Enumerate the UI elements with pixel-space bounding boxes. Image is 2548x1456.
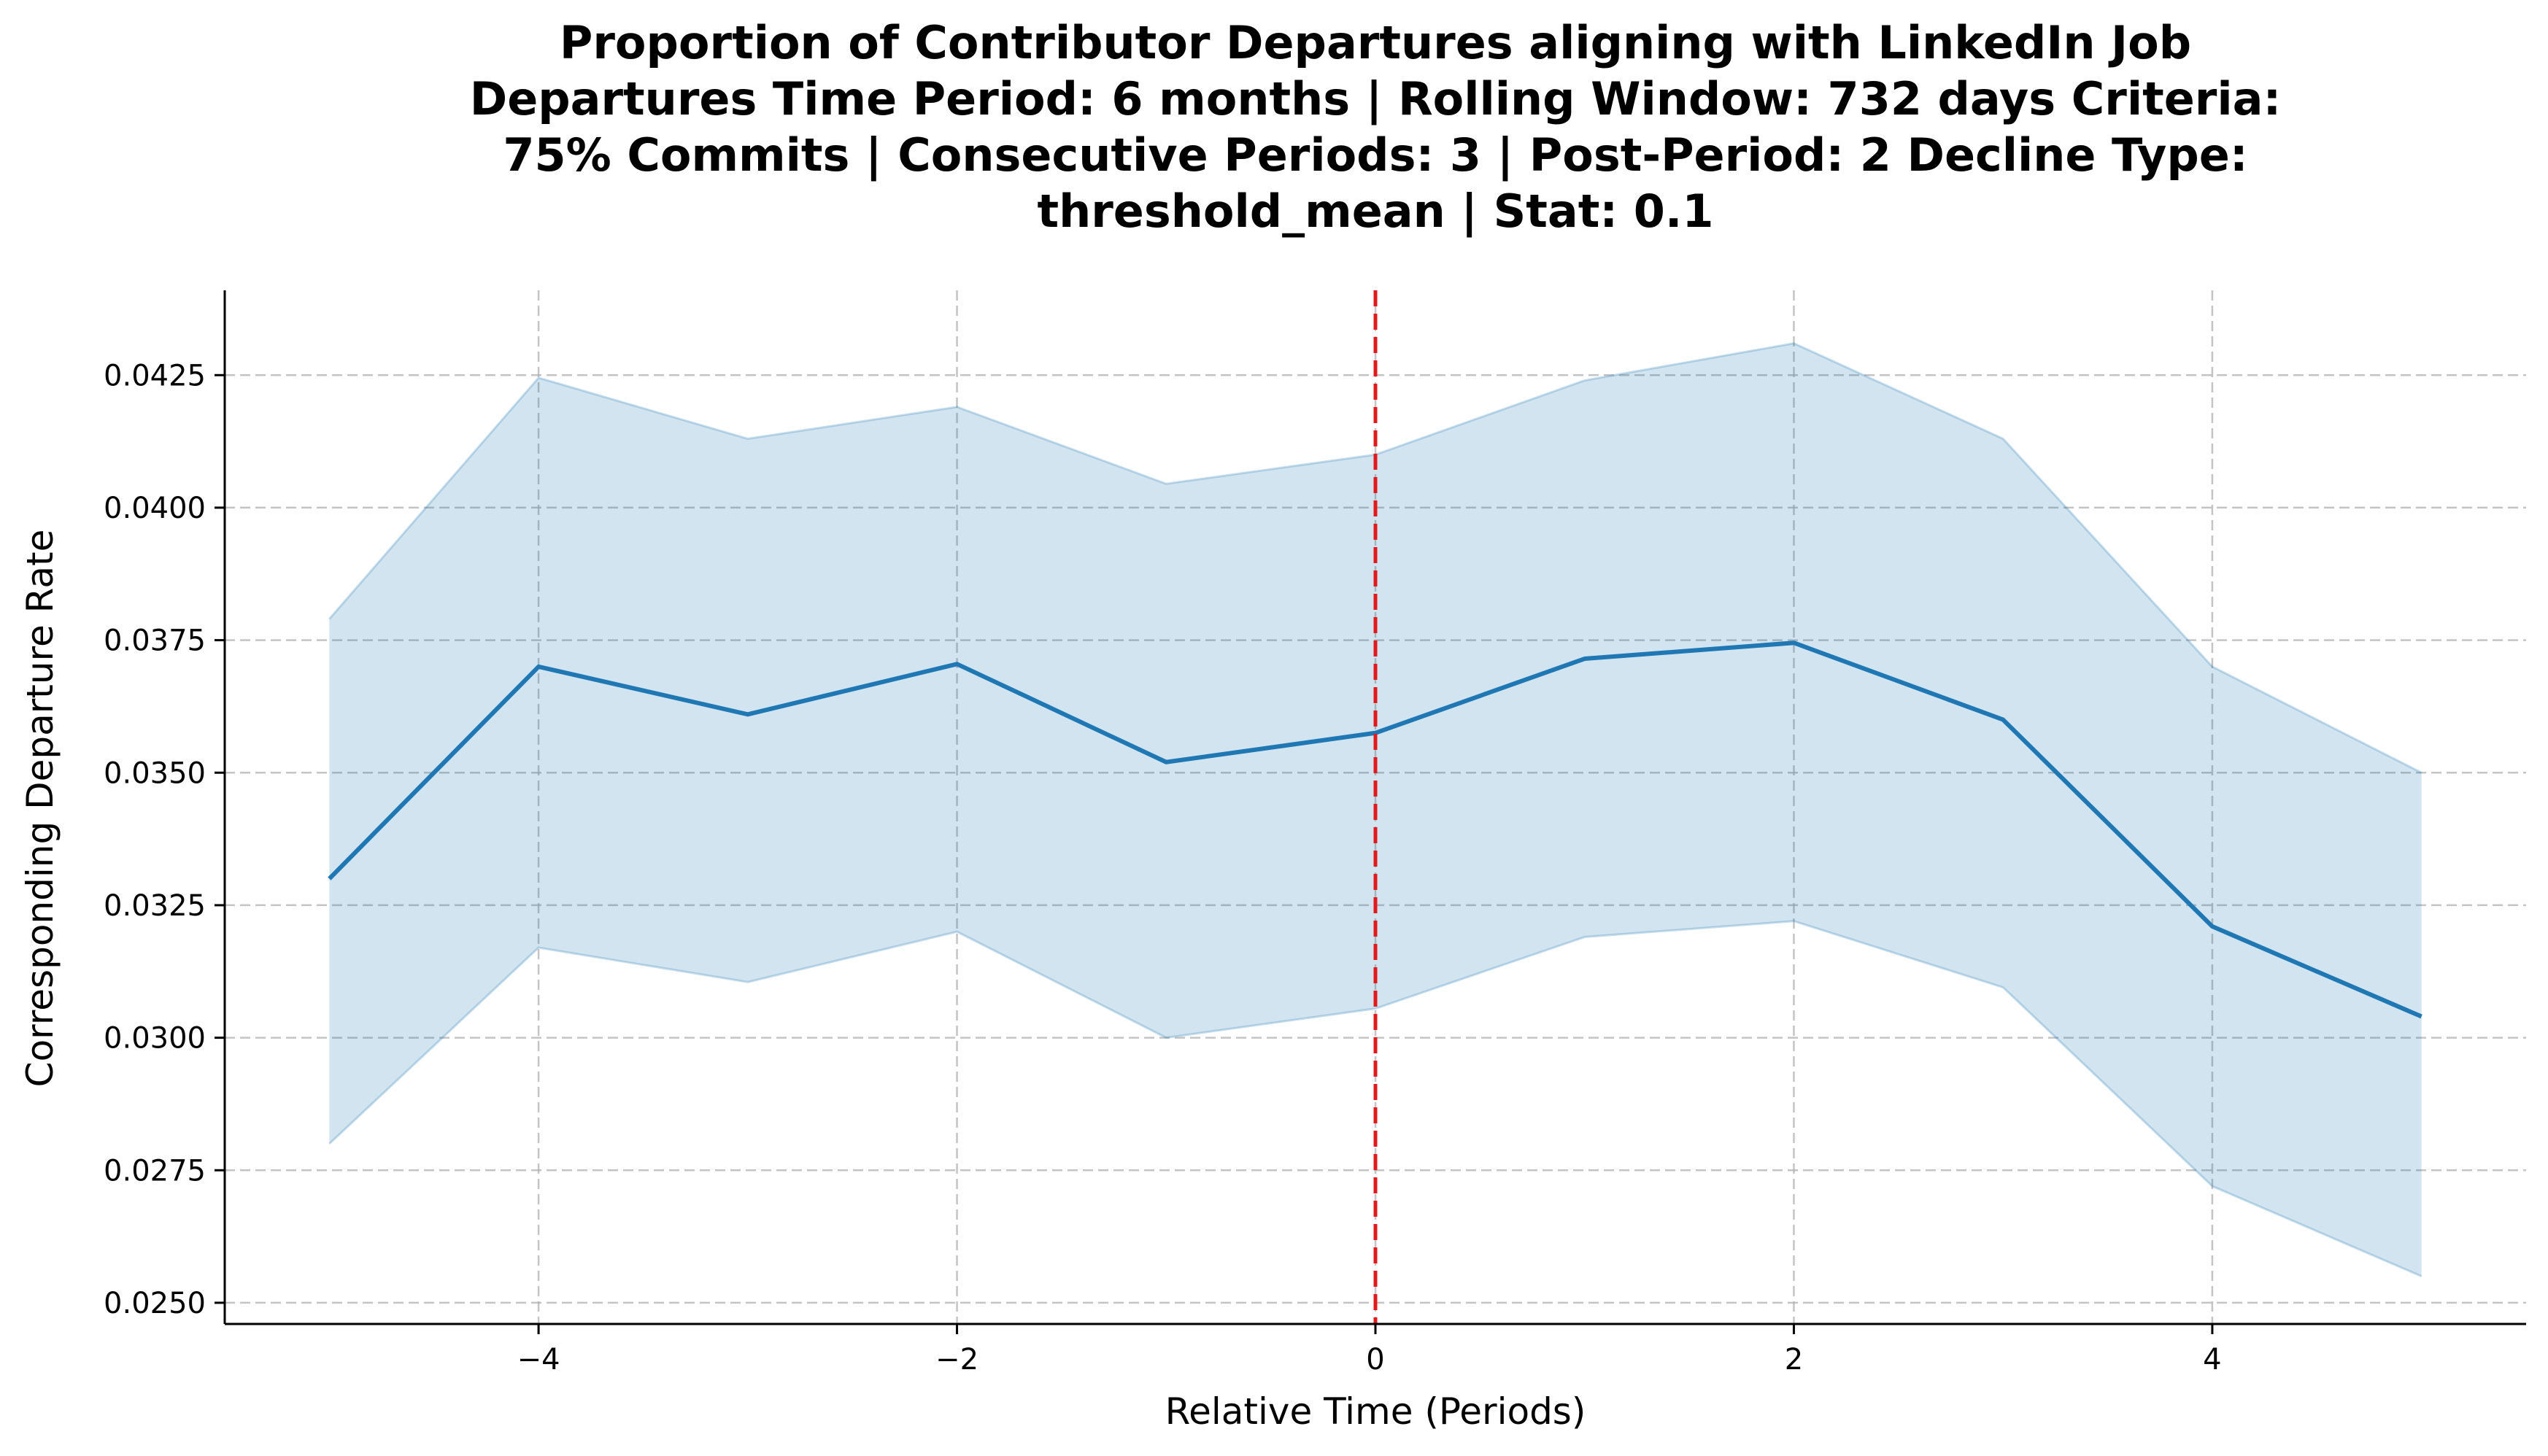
chart-title: Proportion of Contributor Departures ali… bbox=[470, 16, 2282, 239]
x-tick-label-4: 4 bbox=[2203, 1343, 2221, 1376]
x-tick-label-0: −4 bbox=[517, 1343, 560, 1376]
x-tick-label-2: 0 bbox=[1366, 1343, 1384, 1376]
x-tick-label-1: −2 bbox=[935, 1343, 978, 1376]
x-ticks: −4 −2 0 2 4 bbox=[517, 1324, 2222, 1376]
title-line-1: Proportion of Contributor Departures ali… bbox=[560, 16, 2191, 69]
title-line-3: 75% Commits | Consecutive Periods: 3 | P… bbox=[503, 128, 2247, 182]
y-tick-label-6: 0.0400 bbox=[104, 492, 206, 525]
y-ticks: 0.0250 0.0275 0.0300 0.0325 0.0350 0.0375 0.04… bbox=[104, 359, 225, 1320]
title-line-2: Departures Time Period: 6 months | Rolli… bbox=[470, 72, 2282, 126]
y-tick-label-5: 0.0375 bbox=[104, 624, 206, 658]
x-tick-label-3: 2 bbox=[1785, 1343, 1803, 1376]
y-tick-label-2: 0.0300 bbox=[104, 1022, 206, 1056]
confidence-band-lower-edge bbox=[328, 920, 2422, 1277]
y-tick-label-7: 0.0425 bbox=[104, 359, 206, 392]
y-tick-label-4: 0.0350 bbox=[104, 756, 206, 790]
y-tick-label-1: 0.0275 bbox=[104, 1154, 206, 1188]
title-line-4: threshold_mean | Stat: 0.1 bbox=[1037, 185, 1713, 239]
x-axis-label: Relative Time (Periods) bbox=[1165, 1390, 1586, 1433]
y-tick-label-0: 0.0250 bbox=[104, 1287, 206, 1320]
y-axis-label: Corresponding Departure Rate bbox=[19, 530, 61, 1088]
mean-line-layer bbox=[328, 640, 2422, 1019]
y-tick-label-3: 0.0325 bbox=[104, 889, 206, 923]
